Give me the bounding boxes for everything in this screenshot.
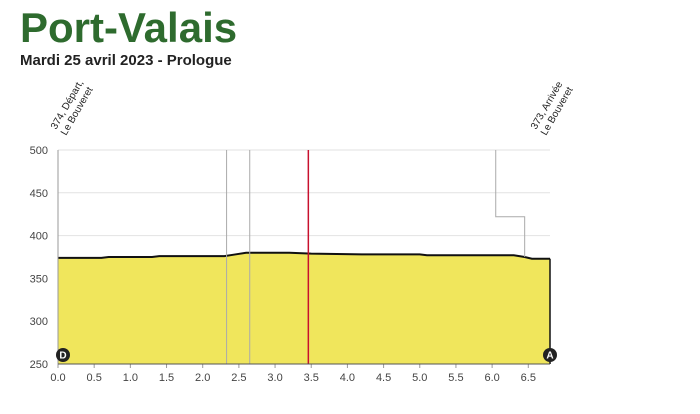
x-tick-label: 2.0 xyxy=(195,372,210,384)
x-tick-label: 1.5 xyxy=(159,372,174,384)
finish-marker-label: A xyxy=(546,351,553,362)
y-tick-label: 350 xyxy=(30,273,48,285)
y-tick-label: 500 xyxy=(30,145,48,157)
x-tick-label: 1.0 xyxy=(123,372,138,384)
x-tick-label: 6.5 xyxy=(521,372,536,384)
x-tick-label: 4.0 xyxy=(340,372,355,384)
y-tick-label: 400 xyxy=(30,231,48,243)
x-tick-label: 0.5 xyxy=(87,372,102,384)
elevation-area xyxy=(58,252,550,364)
elevation-line xyxy=(58,251,550,260)
y-tick-label: 300 xyxy=(30,316,48,328)
x-tick-label: 3.5 xyxy=(304,372,319,384)
start-marker xyxy=(56,348,70,362)
finish-marker xyxy=(543,348,557,362)
x-tick-label: 6.0 xyxy=(484,372,499,384)
x-tick-label: 4.5 xyxy=(376,372,391,384)
chart-title: Port-Valais xyxy=(20,4,237,51)
x-tick-label: 0.0 xyxy=(50,372,65,384)
x-tick-label: 5.5 xyxy=(448,372,463,384)
step-line xyxy=(495,150,526,257)
x-tick-label: 5.0 xyxy=(412,372,427,384)
x-tick-label: 3.0 xyxy=(267,372,282,384)
x-tick-label: 2.5 xyxy=(231,372,246,384)
start-marker-label: D xyxy=(59,351,66,362)
y-tick-label: 450 xyxy=(30,188,48,200)
chart-subtitle: Mardi 25 avril 2023 - Prologue xyxy=(20,52,232,69)
y-tick-label: 250 xyxy=(30,359,48,371)
